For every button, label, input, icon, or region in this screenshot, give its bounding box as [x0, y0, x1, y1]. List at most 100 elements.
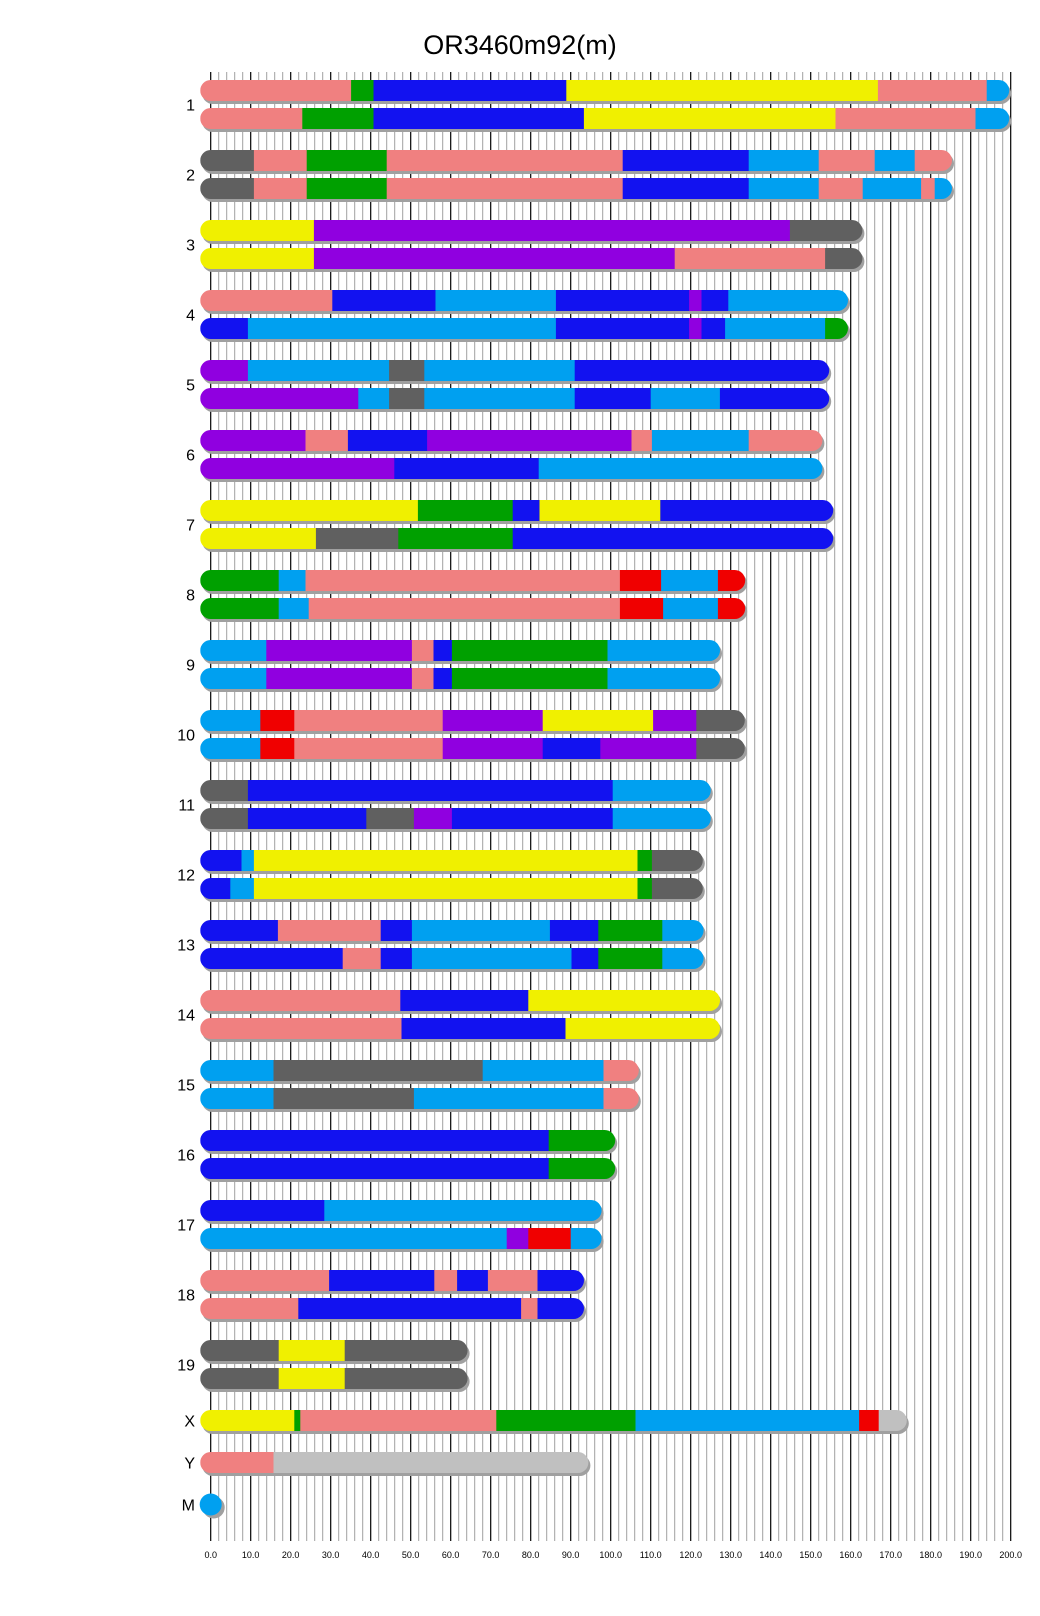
segment: [266, 668, 413, 689]
segment: [253, 150, 308, 171]
segment: [298, 1298, 522, 1319]
segment: [200, 640, 267, 661]
segment: [600, 738, 697, 759]
segment: [565, 1018, 720, 1039]
haplotype-bar: [200, 738, 745, 759]
segment: [253, 878, 639, 899]
haplotype-bar: [200, 1452, 589, 1473]
chromosome-x: X: [184, 1410, 909, 1434]
haplotype-bar: [200, 1228, 602, 1249]
segment: [424, 388, 576, 409]
segment: [344, 1368, 468, 1389]
segment: [874, 150, 916, 171]
segment: [862, 178, 922, 199]
x-tick-label: 170.0: [879, 1550, 902, 1560]
x-tick-label: 70.0: [482, 1550, 500, 1560]
segment: [200, 178, 255, 199]
segment: [200, 850, 243, 871]
chromosome-label: 9: [186, 658, 195, 675]
x-tick-label: 90.0: [562, 1550, 580, 1560]
haplotype-bar: [200, 710, 745, 731]
haplotype-bar: [200, 1158, 616, 1179]
haplotype-bar: [200, 1018, 720, 1039]
segment: [934, 178, 952, 199]
x-tick-label: 50.0: [402, 1550, 420, 1560]
segment: [230, 878, 255, 899]
segment: [294, 710, 444, 731]
segment: [200, 248, 315, 269]
segment: [200, 1368, 280, 1389]
segment: [603, 1088, 639, 1109]
chromosome-19: 19: [177, 1340, 470, 1392]
x-tick-label: 190.0: [959, 1550, 982, 1560]
haplotype-bar: [200, 878, 703, 899]
segment: [748, 430, 823, 451]
chromosome-17: 17: [177, 1200, 604, 1252]
segment: [200, 220, 315, 241]
segment: [622, 150, 750, 171]
chromosome-label: M: [182, 1498, 195, 1515]
chromosome-13: 13: [177, 920, 706, 972]
segment: [200, 1228, 508, 1249]
segment: [607, 640, 720, 661]
segment: [200, 948, 344, 969]
segment: [612, 780, 711, 801]
chromosome-label: 7: [186, 518, 195, 535]
haplotype-bar: [200, 1130, 616, 1151]
haplotype-bar: [200, 920, 704, 941]
segment: [200, 150, 255, 171]
segment: [528, 1228, 572, 1249]
segment: [835, 108, 977, 129]
segment: [200, 108, 303, 129]
chromosome-label: 19: [177, 1358, 195, 1375]
segment: [662, 948, 704, 969]
segment: [719, 388, 830, 409]
x-tick-label: 150.0: [799, 1550, 822, 1560]
chromosome-9: 9: [186, 640, 722, 692]
segment: [696, 710, 745, 731]
segment: [200, 1270, 330, 1291]
segment: [748, 178, 820, 199]
segment: [566, 80, 879, 101]
segment: [512, 500, 541, 521]
segment: [200, 780, 249, 801]
segment: [200, 878, 231, 899]
segment: [241, 850, 255, 871]
segment: [921, 178, 936, 199]
segment: [277, 920, 382, 941]
segment: [306, 178, 388, 199]
segment: [825, 318, 848, 339]
chromosome-label: 18: [177, 1288, 195, 1305]
chromosome-3: 3: [186, 220, 865, 272]
segment: [574, 388, 652, 409]
segment: [200, 528, 317, 549]
segment: [877, 80, 988, 101]
segment: [200, 710, 261, 731]
chromosome-1: 1: [186, 80, 1012, 132]
segment: [200, 458, 395, 479]
segment: [200, 1088, 275, 1109]
chromosome-label: 14: [177, 1008, 195, 1025]
segment: [539, 500, 661, 521]
segment: [975, 108, 1010, 129]
segment: [253, 178, 308, 199]
haplotype-bar: [200, 1340, 468, 1361]
chromosome-y: Y: [184, 1452, 591, 1476]
x-tick-label: 200.0: [999, 1550, 1022, 1560]
segment: [631, 430, 653, 451]
chromosome-12: 12: [177, 850, 705, 902]
segment: [542, 738, 601, 759]
x-tick-label: 130.0: [719, 1550, 742, 1560]
segment: [278, 570, 307, 591]
segment: [435, 290, 557, 311]
haplotype-bar: [200, 388, 830, 409]
segment: [570, 1228, 602, 1249]
segment: [674, 248, 826, 269]
segment: [653, 710, 697, 731]
haplotype-bar: [200, 1368, 468, 1389]
segment: [324, 1200, 602, 1221]
segment: [394, 458, 540, 479]
segment: [537, 1298, 584, 1319]
segment: [199, 1493, 222, 1516]
